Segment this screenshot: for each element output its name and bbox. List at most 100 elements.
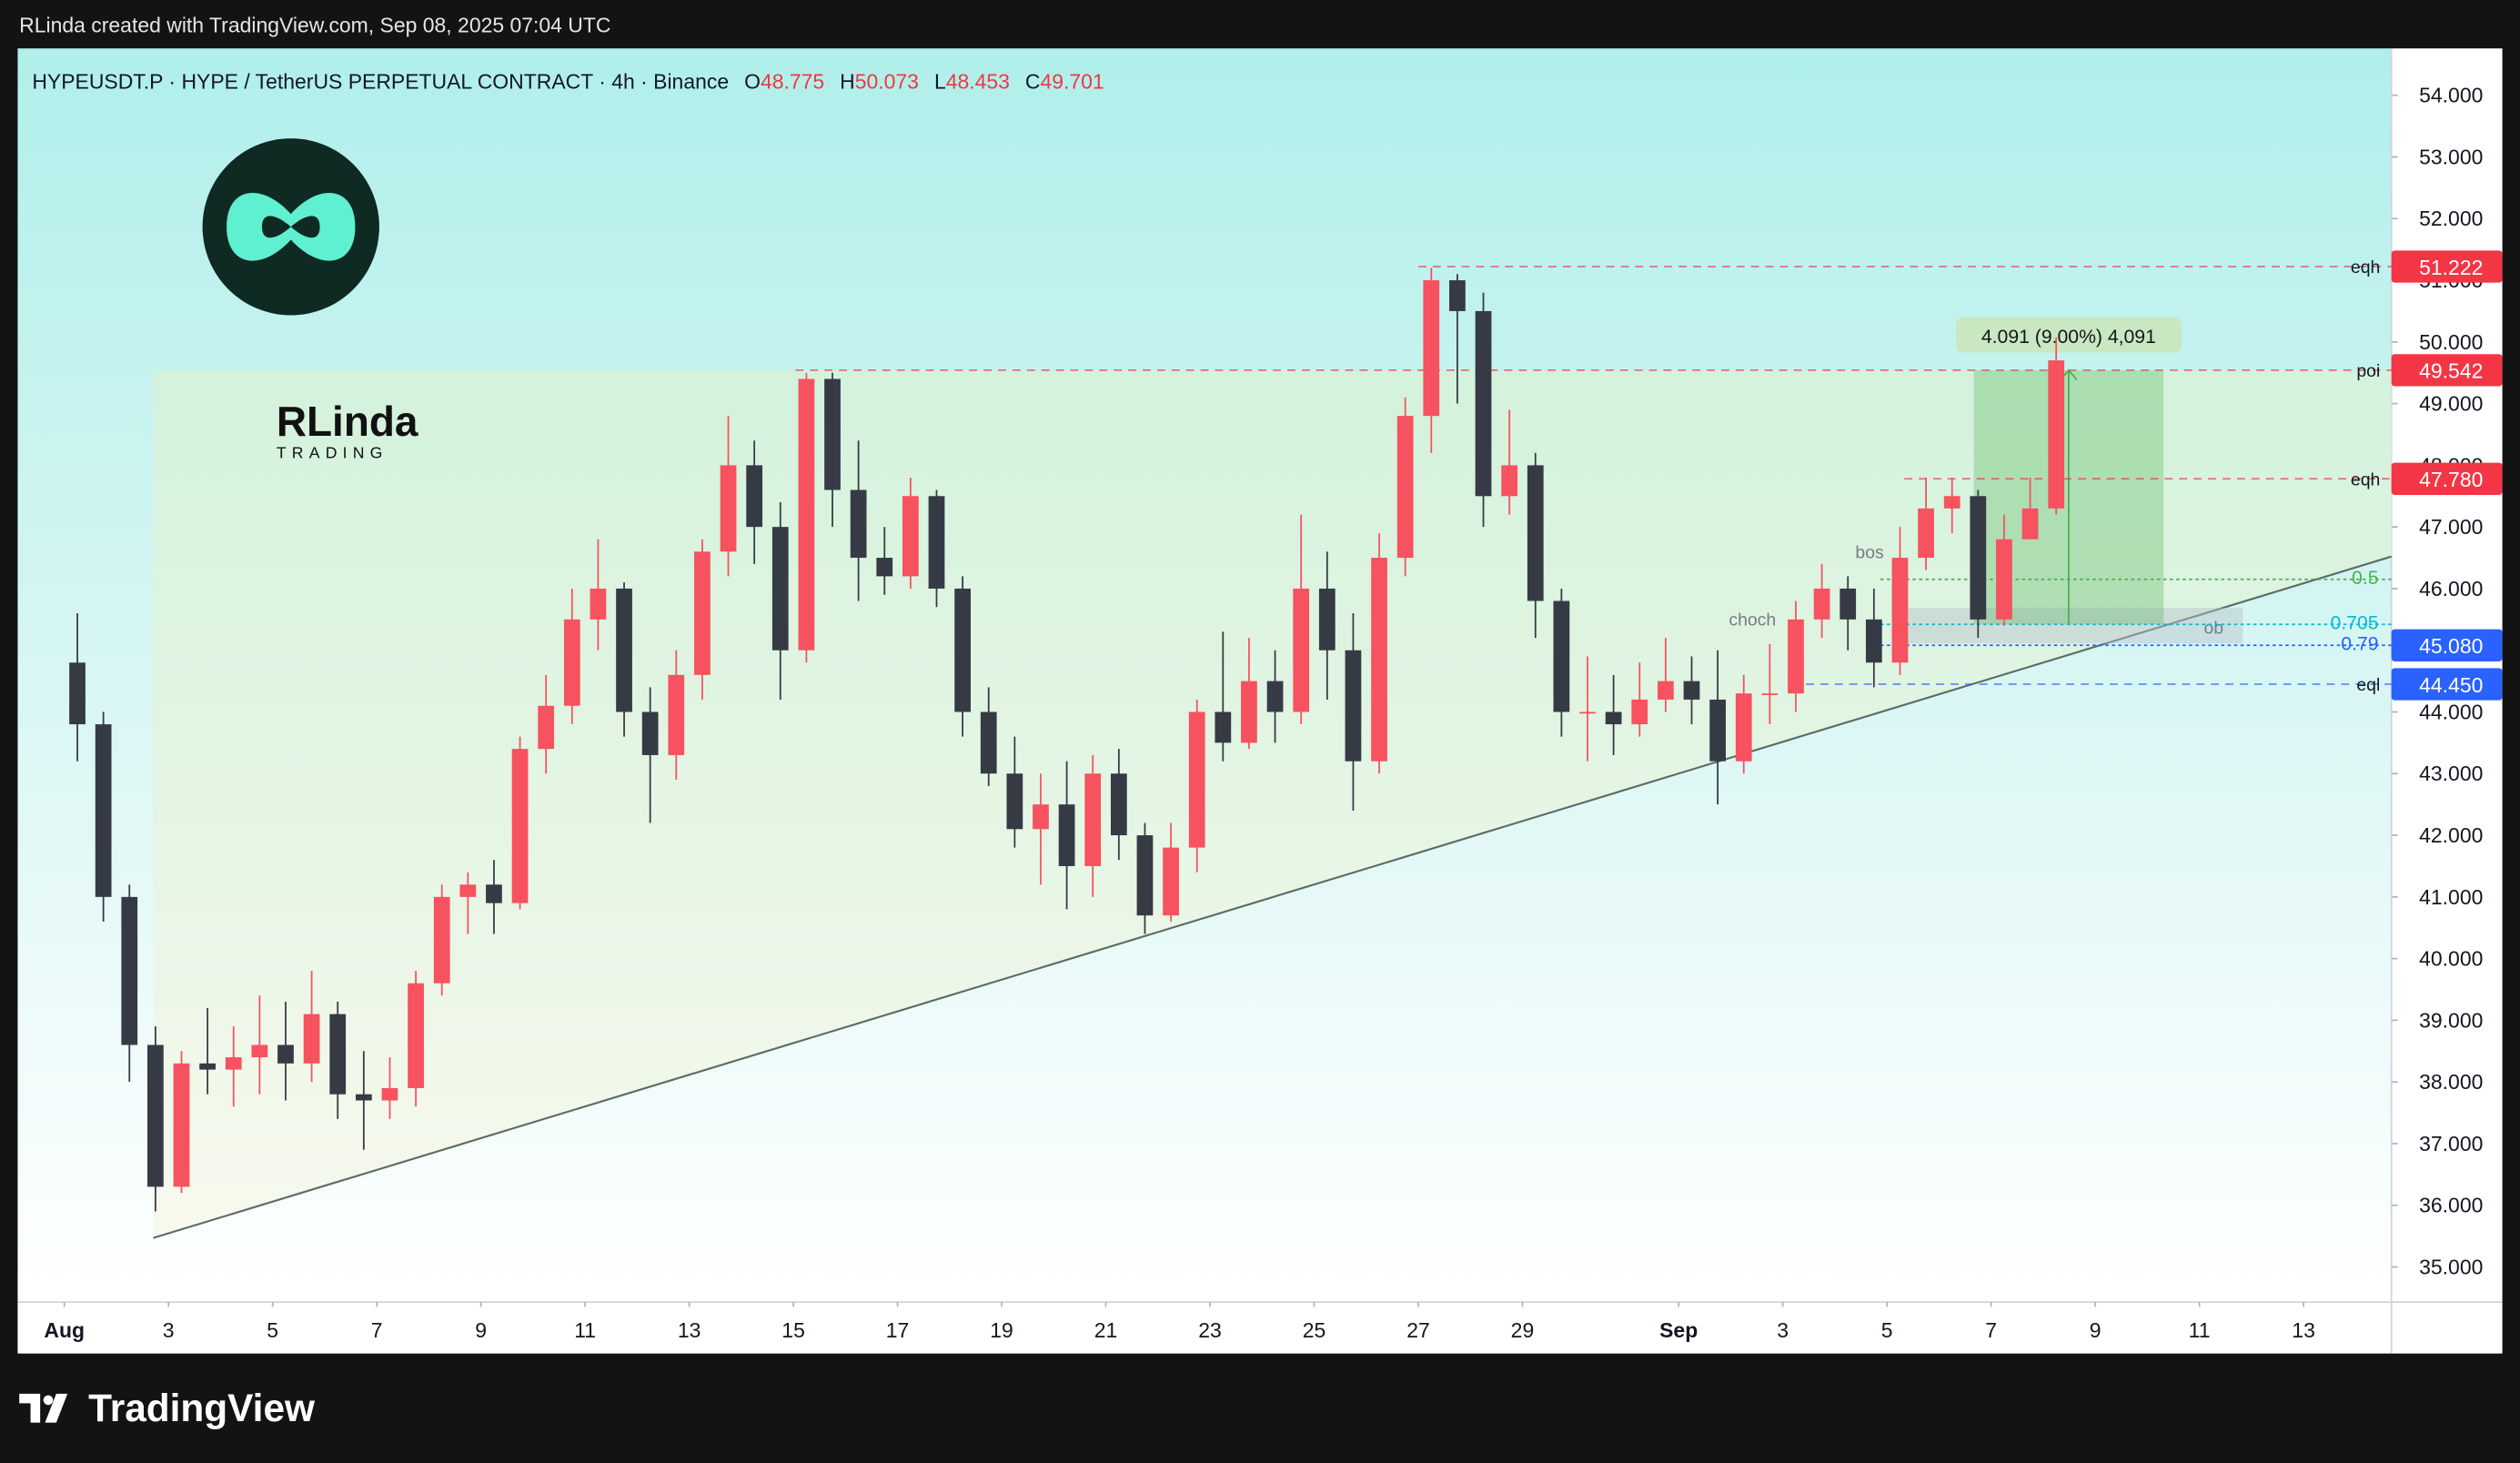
candle-body [1865, 619, 1882, 663]
y-tick-label: 39.000 [2419, 1008, 2483, 1032]
x-tick-label: Aug [44, 1318, 85, 1342]
order-block [1900, 607, 2243, 644]
candle-body [746, 465, 763, 528]
candle-body [1501, 465, 1518, 497]
y-tick-label: 44.000 [2419, 700, 2483, 723]
candle-body [199, 1063, 216, 1070]
candle-body [928, 496, 945, 589]
candle-body [1943, 496, 1961, 509]
candle-body [1813, 588, 1830, 620]
candle-body [1423, 280, 1440, 417]
price-badge [2391, 354, 2503, 387]
annotation: bos [1855, 543, 1884, 563]
measure-label: 4.091 (9.00%) 4,091 [1981, 327, 2156, 348]
candle-body [1891, 558, 1909, 663]
candle-body [1371, 558, 1387, 762]
candle-body [954, 588, 971, 712]
tradingview-logo: TradingView [19, 1387, 316, 1429]
candle-body [1735, 693, 1752, 762]
candle-body [850, 489, 867, 559]
rlinda-logo: RLinda TRADING [277, 398, 418, 462]
attribution: RLinda created with TradingView.com, Sep… [19, 14, 610, 37]
hype-logo [202, 138, 379, 316]
ohlc-value: 49.701 [1041, 69, 1104, 93]
candle-body [433, 896, 450, 984]
y-tick-label: 47.000 [2419, 515, 2483, 539]
candle-body [1683, 681, 1700, 700]
candle-body [459, 884, 477, 897]
candle-body [1241, 681, 1257, 743]
x-tick-label: 11 [574, 1318, 596, 1342]
candle-body [1163, 847, 1179, 916]
candle-body [1475, 310, 1492, 497]
candle-body [1293, 588, 1310, 712]
level-name: eqh [2351, 257, 2380, 277]
candle-body [980, 711, 997, 774]
candle-body [1449, 280, 1466, 311]
candle-body [1084, 773, 1102, 866]
x-tick-label: 21 [1094, 1318, 1118, 1342]
symbol-legend: HYPEUSDT.P · HYPE / TetherUS PERPETUAL C… [32, 69, 1104, 93]
candle-body [147, 1044, 164, 1187]
candle-body [225, 1057, 242, 1070]
x-tick-label: 27 [1406, 1318, 1430, 1342]
x-tick-label: 11 [2189, 1318, 2211, 1342]
candle-body [590, 588, 607, 620]
candle-body [381, 1087, 398, 1101]
brand-name: RLinda [277, 398, 418, 445]
ohlc-value: 48.453 [946, 69, 1010, 93]
x-tick-label: 7 [1985, 1318, 1997, 1342]
candle-body [1345, 650, 1362, 762]
candle-body [511, 749, 529, 903]
brand-tagline: TRADING [277, 444, 388, 462]
candle-body [1658, 681, 1674, 700]
price-badge [2391, 250, 2503, 283]
candle-body [277, 1044, 294, 1064]
candle-body [1215, 711, 1232, 743]
candle-body [902, 496, 919, 577]
x-tick-label: 15 [781, 1318, 805, 1342]
level-name: eql [2356, 675, 2380, 695]
level-name: poi [2356, 361, 2380, 381]
candle-body [798, 378, 815, 651]
ohlc-key: H [840, 69, 855, 93]
annotation: choch [1729, 610, 1776, 631]
candle-body [1188, 711, 1205, 848]
ohlc-key: L [934, 69, 946, 93]
candle-body [486, 884, 502, 903]
x-tick-label: 5 [267, 1318, 278, 1342]
candle-body [641, 711, 659, 755]
x-tick-label: 3 [163, 1318, 175, 1342]
candle-body [1527, 465, 1544, 601]
x-tick-label: 23 [1198, 1318, 1222, 1342]
candle-body [1266, 681, 1284, 712]
price-badge-label: 51.222 [2419, 256, 2483, 279]
y-tick-label: 40.000 [2419, 947, 2483, 971]
candle-body [1918, 508, 1934, 559]
range-shading [153, 369, 2392, 1238]
candle-body [329, 1014, 347, 1095]
y-tick-label: 42.000 [2419, 823, 2483, 847]
candle-body [1631, 699, 1648, 725]
ohlc-value: 50.073 [855, 69, 919, 93]
candle-body [2048, 360, 2065, 509]
y-tick-label: 54.000 [2419, 84, 2483, 107]
price-badge [2391, 629, 2503, 661]
zone-label: ob [2203, 619, 2223, 639]
x-tick-label: 13 [678, 1318, 701, 1342]
x-tick-label: 17 [886, 1318, 910, 1342]
candle-body [355, 1094, 372, 1101]
price-badge [2391, 462, 2503, 495]
candle-body [1033, 804, 1049, 830]
y-tick-label: 41.000 [2419, 885, 2483, 909]
trendline [153, 555, 2392, 1239]
fib-label: 0.705 [2331, 613, 2379, 634]
level-name: eqh [2351, 469, 2380, 489]
x-tick-label: 7 [371, 1318, 383, 1342]
price-badge [2391, 668, 2503, 701]
ohlc-value: 48.775 [761, 69, 824, 93]
x-tick-label: 9 [475, 1318, 487, 1342]
candle-body [173, 1063, 190, 1187]
y-tick-label: 36.000 [2419, 1194, 2483, 1217]
